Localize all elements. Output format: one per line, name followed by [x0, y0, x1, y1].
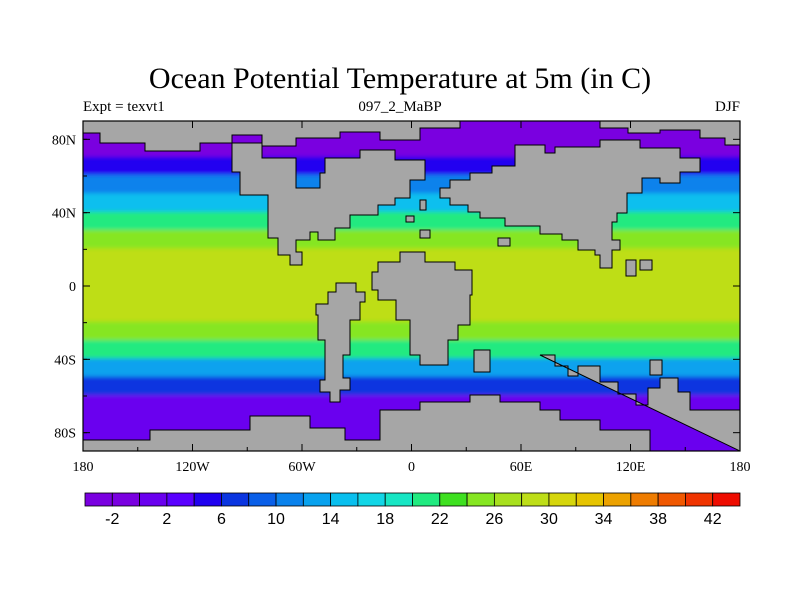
- colorbar-swatch: [466, 492, 495, 507]
- x-tick-label: 180: [73, 460, 94, 475]
- map-area: [83, 121, 740, 451]
- colorbar-swatch: [111, 492, 140, 507]
- colorbar-swatch: [548, 492, 577, 507]
- colorbar-swatch: [439, 492, 468, 507]
- colorbar-swatch: [166, 492, 195, 507]
- x-tick-label: 0: [408, 460, 415, 475]
- land-south-america-antarctica: [315, 282, 366, 403]
- colorbar-swatch: [685, 492, 714, 507]
- chart-title: Ocean Potential Temperature at 5m (in C): [148, 62, 652, 95]
- x-tick-label: 180: [730, 460, 751, 475]
- colorbar-swatch: [248, 492, 277, 507]
- x-tick-label: 120W: [175, 460, 210, 475]
- colorbar-swatch: [357, 492, 386, 507]
- colorbar-swatch: [384, 492, 413, 507]
- temp-band-5: [83, 230, 740, 251]
- colorbar-label: 34: [595, 511, 613, 528]
- y-axis: 80N 40N 0 40S 80S: [52, 133, 740, 442]
- temp-band-9: [83, 358, 740, 379]
- y-tick-label: 40S: [54, 353, 76, 368]
- colorbar-swatch: [84, 492, 113, 507]
- x-tick-label: 60W: [288, 460, 316, 475]
- y-tick-label: 80N: [52, 133, 76, 148]
- season-label: DJF: [714, 99, 740, 115]
- colorbar-label: 2: [162, 511, 171, 528]
- x-axis: 180 120W 60W 0 60E 120E 180: [73, 121, 751, 475]
- colorbar-label: 38: [649, 511, 667, 528]
- colorbar-swatch: [712, 492, 741, 507]
- land-madagascar: [473, 349, 491, 373]
- land-eurasia: [439, 139, 701, 269]
- land-small-islands: [405, 199, 653, 277]
- colorbar-swatch: [302, 492, 332, 507]
- age-label: 097_2_MaBP: [358, 99, 442, 115]
- y-tick-label: 80S: [54, 427, 76, 442]
- colorbar-label: 42: [704, 511, 722, 528]
- colorbar-swatch: [193, 492, 222, 507]
- experiment-label: Expt = texvt1: [83, 99, 165, 115]
- colorbar-swatch: [412, 492, 441, 507]
- land-antarctica-center: [649, 359, 663, 376]
- colorbar-label: 18: [376, 511, 394, 528]
- land-africa: [371, 251, 473, 366]
- colorbar-label: 22: [431, 511, 449, 528]
- colorbar-label: 26: [485, 511, 503, 528]
- land-antarctica-west: [83, 394, 651, 451]
- colorbar-swatch: [575, 492, 604, 507]
- land-masses: [83, 121, 740, 451]
- x-tick-label: 120E: [616, 460, 646, 475]
- colorbar-swatch: [221, 492, 250, 507]
- colorbar-label: 30: [540, 511, 558, 528]
- colorbar-swatch: [275, 492, 304, 507]
- colorbar: -2 2 6 10 14 18 22 26 30 34 38 42: [84, 492, 741, 528]
- land-antarctica-east: [539, 354, 740, 451]
- colorbar-swatch: [330, 492, 359, 507]
- colorbar-swatch: [493, 492, 523, 507]
- colorbar-swatch: [603, 492, 632, 507]
- colorbar-label: 14: [322, 511, 340, 528]
- colorbar-label: 10: [267, 511, 285, 528]
- colorbar-label: 6: [217, 511, 226, 528]
- colorbar-swatch: [139, 492, 168, 507]
- colorbar-swatch: [657, 492, 686, 507]
- land-arctic-right: [599, 121, 740, 146]
- land-north-america: [231, 142, 426, 266]
- temp-band-10: [83, 376, 740, 397]
- temp-band-3: [83, 193, 740, 214]
- x-tick-label: 60E: [510, 460, 533, 475]
- y-tick-label: 0: [69, 280, 76, 295]
- colorbar-swatch: [521, 492, 550, 507]
- colorbar-label: -2: [105, 511, 119, 528]
- y-tick-label: 40N: [52, 207, 76, 222]
- colorbar-swatch: [630, 492, 659, 507]
